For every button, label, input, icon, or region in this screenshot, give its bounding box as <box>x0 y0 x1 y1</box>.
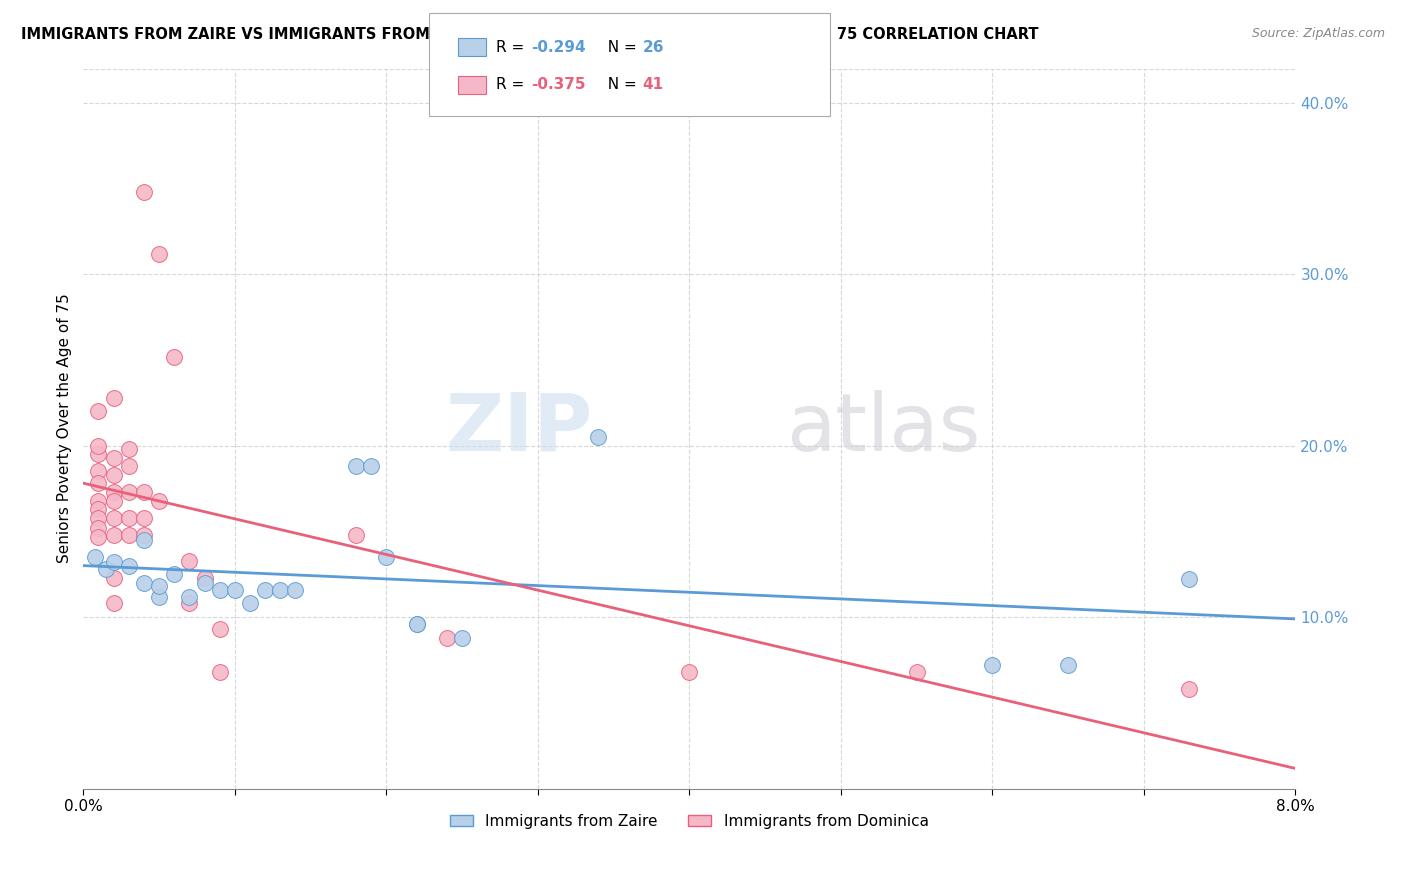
Text: N =: N = <box>598 40 641 54</box>
Point <box>87 464 110 478</box>
Point <box>405 616 427 631</box>
Point <box>375 550 398 565</box>
Point <box>905 665 928 679</box>
Text: -0.294: -0.294 <box>531 40 586 54</box>
Text: R =: R = <box>496 40 530 54</box>
Point <box>360 459 382 474</box>
Point <box>87 439 110 453</box>
Point <box>148 246 170 260</box>
Point <box>103 596 125 610</box>
Point <box>344 528 367 542</box>
Point <box>436 631 458 645</box>
Point <box>118 442 141 456</box>
Text: ZIP: ZIP <box>446 390 592 467</box>
Point <box>132 575 155 590</box>
Point <box>451 631 474 645</box>
Point <box>239 596 262 610</box>
Point <box>132 533 155 547</box>
Point <box>87 404 110 418</box>
Point <box>103 510 125 524</box>
Point <box>84 550 107 565</box>
Point <box>103 485 125 500</box>
Point <box>103 493 125 508</box>
Text: IMMIGRANTS FROM ZAIRE VS IMMIGRANTS FROM DOMINICA SENIORS POVERTY OVER THE AGE O: IMMIGRANTS FROM ZAIRE VS IMMIGRANTS FROM… <box>21 27 1039 42</box>
Point <box>284 582 307 597</box>
Point <box>981 658 1004 673</box>
Point <box>179 590 201 604</box>
Legend: Immigrants from Zaire, Immigrants from Dominica: Immigrants from Zaire, Immigrants from D… <box>444 807 935 835</box>
Text: N =: N = <box>598 78 641 92</box>
Point <box>103 391 125 405</box>
Text: atlas: atlas <box>786 390 981 467</box>
Point <box>208 582 231 597</box>
Point <box>87 510 110 524</box>
Text: R =: R = <box>496 78 530 92</box>
Point <box>193 571 215 585</box>
Point <box>1178 682 1201 697</box>
Point <box>118 528 141 542</box>
Point <box>132 185 155 199</box>
Point <box>269 582 291 597</box>
Point <box>94 562 117 576</box>
Point <box>103 528 125 542</box>
Point <box>132 528 155 542</box>
Point <box>87 476 110 491</box>
Point <box>405 616 427 631</box>
Text: Source: ZipAtlas.com: Source: ZipAtlas.com <box>1251 27 1385 40</box>
Point <box>193 575 215 590</box>
Text: 41: 41 <box>643 78 664 92</box>
Point <box>87 529 110 543</box>
Point <box>148 590 170 604</box>
Point <box>103 467 125 482</box>
Point <box>87 502 110 516</box>
Point <box>254 582 277 597</box>
Point <box>1178 573 1201 587</box>
Point <box>132 485 155 500</box>
Point <box>87 493 110 508</box>
Point <box>148 579 170 593</box>
Point <box>103 571 125 585</box>
Point <box>344 459 367 474</box>
Point <box>148 493 170 508</box>
Point <box>163 350 186 364</box>
Point <box>678 665 700 679</box>
Point <box>208 622 231 636</box>
Point <box>118 558 141 573</box>
Point <box>179 596 201 610</box>
Point <box>103 555 125 569</box>
Point <box>87 447 110 461</box>
Point <box>1057 658 1080 673</box>
Text: -0.375: -0.375 <box>531 78 586 92</box>
Point <box>208 665 231 679</box>
Point <box>588 430 610 444</box>
Point <box>163 567 186 582</box>
Point <box>118 485 141 500</box>
Point <box>87 521 110 535</box>
Text: 26: 26 <box>643 40 664 54</box>
Point <box>103 450 125 465</box>
Point <box>118 510 141 524</box>
Point <box>132 510 155 524</box>
Point <box>118 459 141 474</box>
Point <box>179 553 201 567</box>
Point <box>224 582 246 597</box>
Y-axis label: Seniors Poverty Over the Age of 75: Seniors Poverty Over the Age of 75 <box>58 293 72 564</box>
